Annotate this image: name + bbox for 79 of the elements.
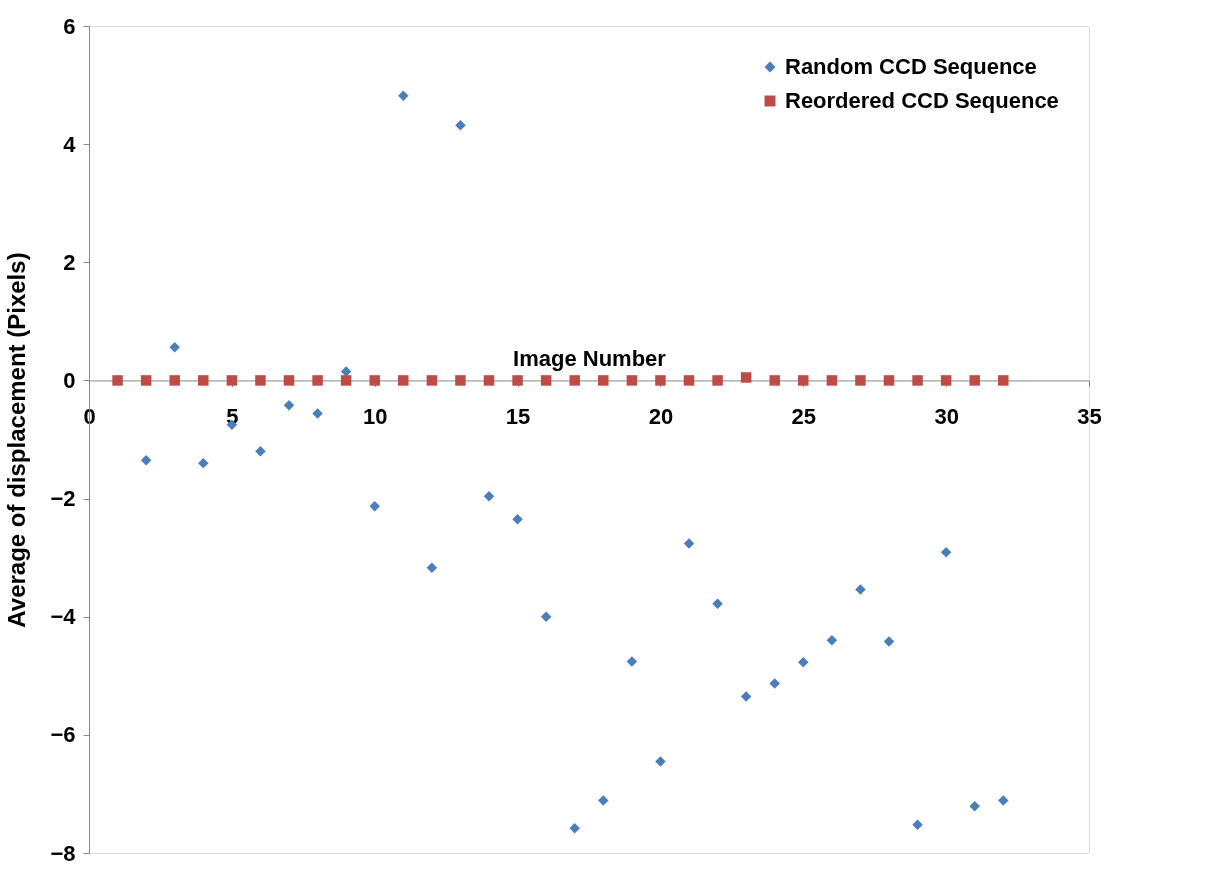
point	[998, 375, 1009, 386]
point	[855, 375, 866, 386]
y-tick-label: 2	[63, 249, 76, 275]
legend-label: Random CCD Sequence	[785, 54, 1037, 79]
point	[655, 375, 666, 386]
point	[940, 547, 952, 558]
point	[569, 375, 580, 386]
point	[140, 454, 152, 466]
point	[683, 538, 695, 549]
point	[312, 375, 323, 386]
point	[769, 678, 780, 689]
point	[369, 375, 380, 386]
point	[798, 656, 809, 668]
point	[883, 375, 895, 386]
point	[540, 375, 552, 386]
legend-label: Reordered CCD Sequence	[785, 88, 1059, 113]
x-tick-label: 15	[505, 403, 531, 429]
point	[226, 375, 238, 386]
x-axis-title: Image Number	[513, 345, 667, 371]
point	[998, 795, 1009, 806]
y-tick-label: −4	[50, 604, 77, 630]
x-tick-label: 30	[934, 403, 959, 429]
point	[969, 375, 980, 386]
point	[798, 375, 809, 386]
point	[569, 822, 580, 834]
point	[140, 375, 152, 386]
point	[940, 375, 952, 386]
y-axis-title: Average of displacement (Pixels)	[3, 252, 31, 628]
point	[398, 375, 409, 386]
point	[855, 584, 866, 595]
y-tick-label: −2	[50, 486, 76, 512]
point	[655, 756, 666, 767]
point	[826, 375, 838, 386]
point	[340, 375, 352, 386]
x-tick-label: 20	[648, 403, 674, 429]
point	[455, 375, 466, 386]
point	[455, 120, 466, 131]
point	[255, 375, 266, 386]
y-tick-label: 4	[63, 131, 77, 157]
point	[883, 636, 895, 647]
point	[969, 801, 980, 812]
point	[426, 562, 438, 573]
y-tick-label: −6	[50, 722, 76, 748]
point	[255, 446, 266, 457]
y-tick-label: 0	[63, 367, 76, 393]
point	[112, 375, 123, 386]
point	[826, 635, 838, 646]
point	[540, 611, 552, 622]
point	[283, 399, 295, 411]
point	[912, 375, 923, 386]
point	[912, 819, 923, 830]
point	[169, 342, 180, 353]
point	[512, 514, 523, 525]
point	[198, 457, 209, 469]
point	[769, 375, 780, 386]
y-tick-label: 6	[63, 13, 76, 39]
point	[740, 372, 752, 383]
point	[398, 90, 409, 101]
y-tick-label: −8	[50, 840, 76, 866]
point	[598, 375, 609, 386]
point	[426, 375, 438, 386]
point	[712, 598, 723, 609]
point	[369, 501, 380, 512]
point	[283, 375, 295, 386]
point	[683, 375, 695, 386]
point	[483, 490, 495, 502]
point	[169, 375, 180, 386]
point	[740, 691, 752, 702]
x-tick-label: 25	[791, 403, 817, 429]
x-tick-label: 10	[362, 403, 388, 429]
point	[312, 408, 323, 419]
point	[598, 795, 609, 806]
point	[198, 375, 209, 386]
point	[712, 375, 723, 386]
point	[512, 375, 523, 386]
point	[483, 375, 495, 386]
x-tick-label: 35	[1077, 403, 1102, 429]
point	[626, 375, 638, 386]
point	[626, 656, 638, 667]
